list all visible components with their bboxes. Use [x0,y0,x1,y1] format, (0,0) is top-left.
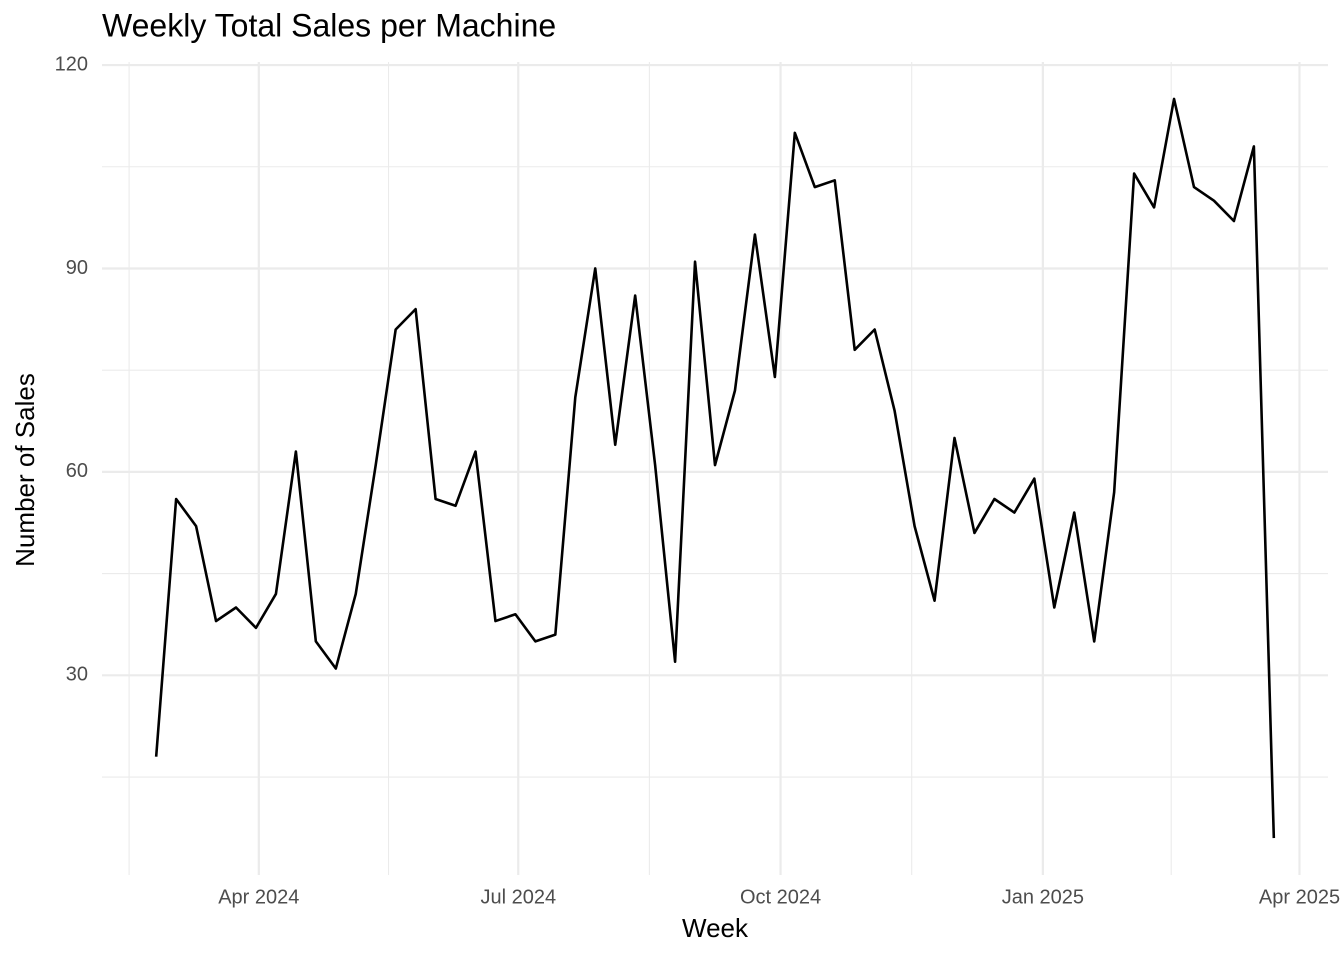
x-tick-label: Jul 2024 [480,886,556,908]
x-tick-label: Apr 2025 [1259,886,1340,908]
y-tick-label: 30 [66,664,88,686]
line [154,97,1276,839]
y-tick-label: 60 [66,460,88,482]
y-tick-label: 90 [66,257,88,279]
x-tick-label: Oct 2024 [740,886,821,908]
chart-title: Weekly Total Sales per Machine [102,7,556,43]
y-tick-label: 120 [55,53,88,75]
x-tick-label: Jan 2025 [1002,886,1084,908]
y-axis-label: Number of Sales [10,373,40,567]
x-axis-label: Week [682,913,749,943]
x-tick-label: Apr 2024 [218,886,299,908]
